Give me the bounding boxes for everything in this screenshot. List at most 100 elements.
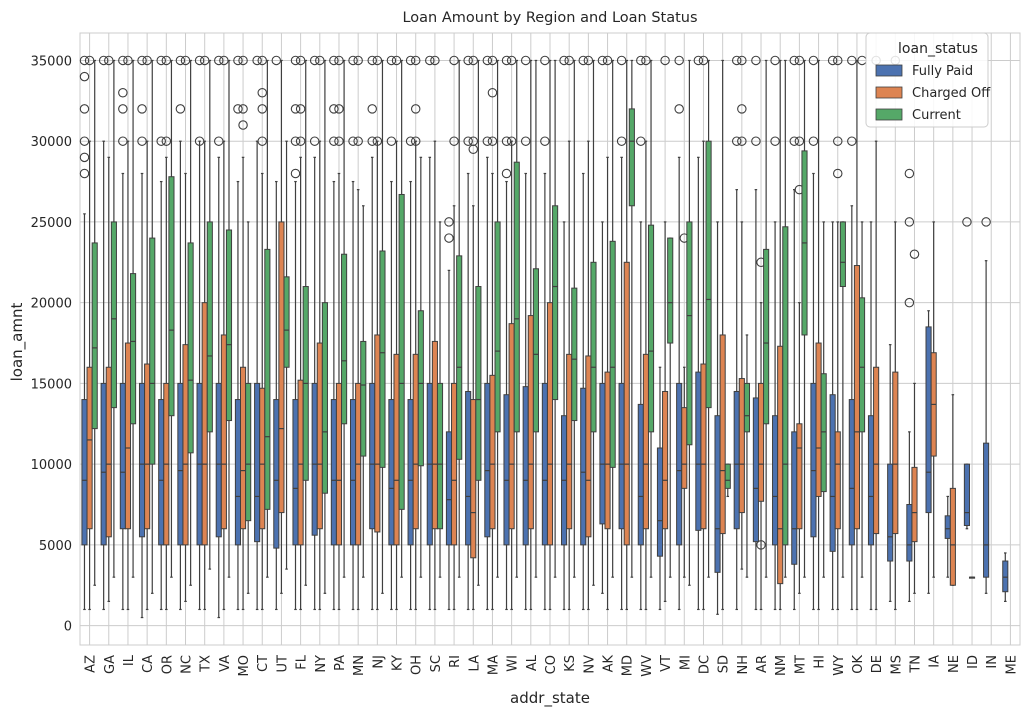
y-tick-label: 25000 bbox=[31, 216, 72, 231]
legend-title: loan_status bbox=[898, 41, 978, 57]
outlier-point bbox=[238, 120, 248, 130]
outlier-point bbox=[751, 136, 761, 146]
outlier-point bbox=[233, 55, 243, 66]
box-iqr bbox=[839, 221, 846, 288]
box-current bbox=[379, 59, 386, 594]
box-current bbox=[552, 59, 559, 578]
x-tick-label: AZ bbox=[84, 655, 99, 673]
box-current bbox=[264, 59, 271, 578]
legend-frame bbox=[865, 32, 989, 128]
outlier-point bbox=[449, 136, 459, 146]
legend-label: Fully Paid bbox=[912, 64, 973, 79]
box-iqr bbox=[609, 240, 616, 468]
box-iqr bbox=[431, 340, 438, 530]
outlier-point bbox=[329, 136, 339, 146]
box-iqr bbox=[470, 399, 477, 559]
box-iqr bbox=[388, 399, 395, 546]
box-iqr bbox=[777, 345, 784, 585]
box-current bbox=[782, 59, 789, 578]
box-iqr bbox=[719, 334, 726, 535]
outlier-point bbox=[770, 136, 780, 146]
box-iqr bbox=[81, 399, 88, 546]
box-iqr bbox=[187, 242, 194, 454]
outlier-point bbox=[444, 233, 454, 243]
box-current bbox=[436, 221, 444, 578]
box-iqr bbox=[475, 286, 482, 481]
box-iqr bbox=[254, 382, 261, 543]
outlier-point bbox=[693, 55, 704, 66]
x-tick-label: WY bbox=[832, 655, 847, 676]
outlier-point bbox=[904, 217, 915, 227]
box-current bbox=[149, 59, 156, 594]
outlier-point bbox=[559, 55, 569, 66]
box-charged-off bbox=[334, 55, 344, 611]
box-current bbox=[494, 59, 501, 578]
box-iqr bbox=[240, 366, 247, 530]
legend-swatch bbox=[875, 86, 903, 99]
outlier-point bbox=[175, 55, 186, 66]
x-tick-label: DC bbox=[697, 655, 712, 674]
box-iqr bbox=[292, 399, 299, 546]
box-current bbox=[801, 59, 808, 578]
box-current bbox=[857, 55, 867, 578]
box-current bbox=[283, 140, 290, 570]
outlier-point bbox=[833, 55, 843, 66]
x-tick-label: MT bbox=[793, 655, 808, 674]
box-iqr bbox=[724, 463, 731, 489]
box-fully-paid bbox=[482, 55, 493, 611]
box-iqr bbox=[867, 415, 875, 546]
box-current bbox=[763, 59, 770, 578]
outlier-point bbox=[737, 55, 747, 66]
outlier-point bbox=[329, 55, 339, 66]
box-iqr bbox=[656, 447, 664, 557]
outlier-point bbox=[463, 55, 473, 66]
box-iqr bbox=[316, 342, 323, 530]
box-iqr bbox=[1002, 560, 1009, 593]
x-tick-label: ME bbox=[1004, 655, 1019, 674]
box-iqr bbox=[637, 403, 644, 546]
outlier-point bbox=[794, 136, 805, 146]
x-tick-label: MN bbox=[352, 655, 367, 676]
outlier-point bbox=[904, 297, 915, 308]
box-iqr bbox=[772, 415, 779, 546]
box-current bbox=[360, 205, 367, 578]
box-iqr bbox=[321, 302, 328, 494]
box-iqr bbox=[398, 193, 405, 510]
box-iqr bbox=[527, 315, 534, 530]
outlier-point bbox=[295, 136, 306, 146]
outlier-point bbox=[257, 104, 267, 114]
box-iqr bbox=[456, 255, 463, 460]
outlier-point bbox=[348, 55, 358, 66]
box-fully-paid bbox=[847, 55, 857, 611]
box-iqr bbox=[580, 387, 587, 546]
y-tick-label: 5000 bbox=[39, 539, 72, 554]
box-iqr bbox=[86, 366, 93, 530]
x-tick-label: FL bbox=[295, 654, 310, 669]
box-fully-paid bbox=[1002, 552, 1009, 603]
box-iqr bbox=[508, 323, 515, 530]
outlier-point bbox=[482, 136, 493, 146]
outlier-point bbox=[833, 168, 843, 179]
box-iqr bbox=[360, 340, 367, 457]
box-current bbox=[590, 59, 597, 586]
outlier-point bbox=[353, 55, 363, 66]
box-iqr bbox=[110, 221, 117, 409]
x-tick-label: HI bbox=[813, 655, 828, 669]
box-iqr bbox=[206, 221, 213, 433]
box-charged-off bbox=[546, 59, 554, 611]
box-iqr bbox=[283, 276, 290, 368]
box-current bbox=[820, 221, 827, 578]
outlier-point bbox=[161, 136, 172, 146]
box-iqr bbox=[124, 342, 132, 530]
outlier-point bbox=[290, 55, 301, 66]
box-iqr bbox=[297, 379, 304, 546]
box-charged-off bbox=[719, 59, 726, 611]
outlier-point bbox=[348, 136, 358, 146]
box-iqr bbox=[892, 371, 899, 535]
box-iqr bbox=[369, 382, 376, 530]
box-iqr bbox=[752, 397, 759, 543]
outlier-point bbox=[156, 55, 166, 66]
box-iqr bbox=[686, 221, 693, 446]
box-iqr bbox=[944, 515, 951, 539]
